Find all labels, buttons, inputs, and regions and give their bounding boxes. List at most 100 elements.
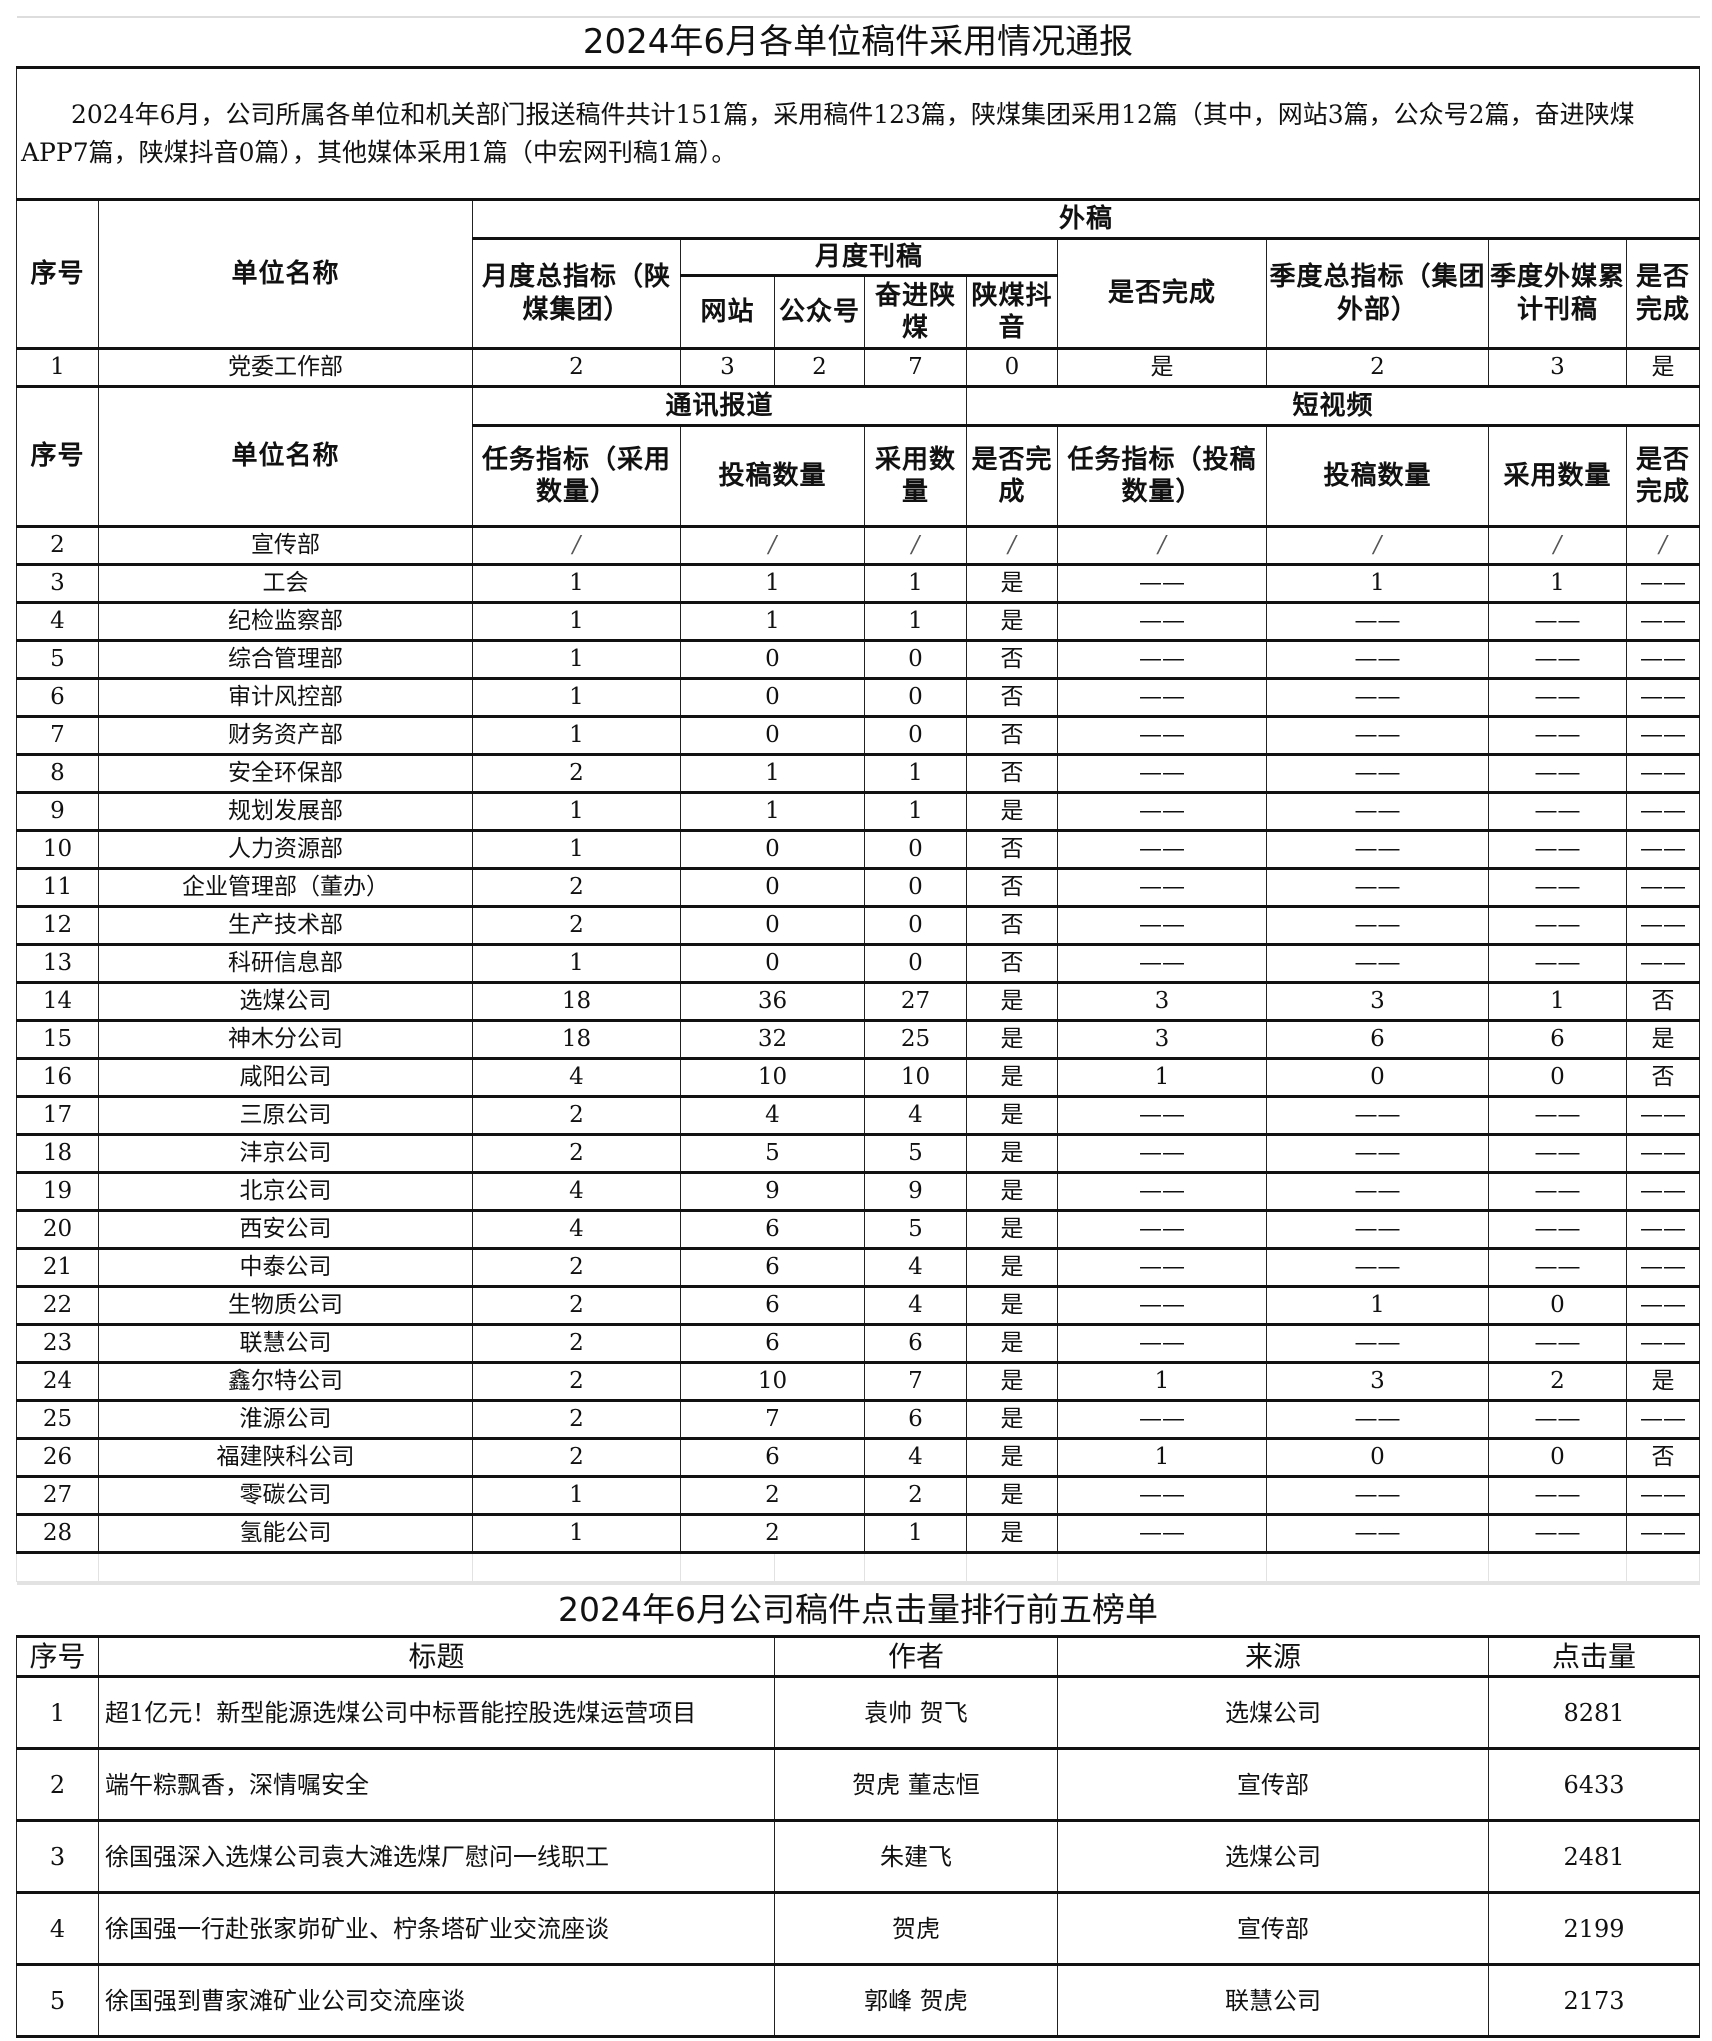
- video-target: ——: [1057, 944, 1267, 984]
- news-used: 0: [864, 906, 967, 946]
- row-no: 20: [16, 1210, 99, 1250]
- news-done: 是: [966, 1096, 1058, 1136]
- header-unit: 单位名称: [98, 386, 473, 528]
- ranking-row: 1 超1亿元！新型能源选煤公司中标晋能控股选煤运营项目 袁帅 贺飞 选煤公司 8281: [16, 1676, 1701, 1750]
- news-used: 4: [864, 1286, 967, 1326]
- news-used: 0: [864, 640, 967, 680]
- video-submit: ——: [1266, 1400, 1489, 1440]
- header-news-done: 是否完成: [966, 425, 1058, 528]
- table-row: 25 淮源公司 2 7 6 是 —— —— —— ——: [16, 1400, 1700, 1440]
- video-done: ——: [1626, 1286, 1700, 1326]
- header-waigao: 外稿: [472, 199, 1700, 240]
- wechat: 2: [774, 348, 865, 388]
- video-submit: ——: [1266, 1210, 1489, 1250]
- video-target: ——: [1057, 1096, 1267, 1136]
- video-submit: ——: [1266, 944, 1489, 984]
- video-submit: 0: [1266, 1058, 1489, 1098]
- row-no: 27: [16, 1476, 99, 1516]
- unit-name: 鑫尔特公司: [98, 1362, 473, 1402]
- news-target: /: [472, 526, 681, 566]
- news-submit: 0: [680, 716, 865, 756]
- video-submit: ——: [1266, 602, 1489, 642]
- ranking-header-row: 序号 标题 作者 来源 点击量: [16, 1636, 1701, 1678]
- news-submit: 1: [680, 754, 865, 794]
- news-submit: 32: [680, 1020, 865, 1060]
- video-target: 3: [1057, 982, 1267, 1022]
- video-submit: ——: [1266, 906, 1489, 946]
- video-done: 是: [1626, 1020, 1700, 1060]
- video-done: ——: [1626, 754, 1700, 794]
- video-submit: ——: [1266, 1096, 1489, 1136]
- video-used: ——: [1488, 1400, 1627, 1440]
- rank-no: 5: [16, 1964, 99, 2038]
- news-submit: 0: [680, 868, 865, 908]
- unit-name: 神木分公司: [98, 1020, 473, 1060]
- row-no: 9: [16, 792, 99, 832]
- news-used: 1: [864, 602, 967, 642]
- table-row: 14 选煤公司 18 36 27 是 3 3 1 否: [16, 982, 1700, 1022]
- video-target: 3: [1057, 1020, 1267, 1060]
- news-submit: 1: [680, 602, 865, 642]
- news-submit: 6: [680, 1210, 865, 1250]
- header-quarter-pub: 季度外媒累计刊稿: [1488, 238, 1627, 350]
- news-done: 是: [966, 1324, 1058, 1364]
- video-used: 0: [1488, 1286, 1627, 1326]
- video-used: ——: [1488, 1476, 1627, 1516]
- video-submit: ——: [1266, 716, 1489, 756]
- news-done: 是: [966, 1210, 1058, 1250]
- news-used: 6: [864, 1400, 967, 1440]
- blank-row: [16, 1552, 1700, 1582]
- video-target: ——: [1057, 906, 1267, 946]
- news-used: 4: [864, 1248, 967, 1288]
- table-row: 27 零碳公司 1 2 2 是 —— —— —— ——: [16, 1476, 1700, 1516]
- video-done: ——: [1626, 868, 1700, 908]
- unit-name: 人力资源部: [98, 830, 473, 870]
- video-done: ——: [1626, 1172, 1700, 1212]
- news-target: 2: [472, 1438, 681, 1478]
- video-submit: 1: [1266, 1286, 1489, 1326]
- header-video: 短视频: [966, 386, 1700, 427]
- news-submit: 7: [680, 1400, 865, 1440]
- video-submit: ——: [1266, 1172, 1489, 1212]
- news-done: 是: [966, 1400, 1058, 1440]
- news-target: 1: [472, 678, 681, 718]
- news-submit: 0: [680, 944, 865, 984]
- video-target: ——: [1057, 792, 1267, 832]
- header-app: 奋进陕煤: [864, 275, 967, 350]
- news-used: 27: [864, 982, 967, 1022]
- video-used: ——: [1488, 1210, 1627, 1250]
- video-used: ——: [1488, 792, 1627, 832]
- video-submit: 0: [1266, 1438, 1489, 1478]
- header-rank-no: 序号: [16, 1636, 99, 1678]
- video-used: ——: [1488, 1134, 1627, 1174]
- video-submit: 6: [1266, 1020, 1489, 1060]
- video-submit: ——: [1266, 678, 1489, 718]
- video-target: ——: [1057, 1400, 1267, 1440]
- video-used: ——: [1488, 678, 1627, 718]
- header-source: 来源: [1057, 1636, 1489, 1678]
- video-done: ——: [1626, 792, 1700, 832]
- news-done: 否: [966, 944, 1058, 984]
- table-row: 26 福建陕科公司 2 6 4 是 1 0 0 否: [16, 1438, 1700, 1478]
- quarter-pub: 3: [1488, 348, 1627, 388]
- row-no: 1: [16, 348, 99, 388]
- article-title: 超1亿元！新型能源选煤公司中标晋能控股选煤运营项目: [98, 1676, 775, 1750]
- news-done: 否: [966, 830, 1058, 870]
- video-done: ——: [1626, 1248, 1700, 1288]
- rank-no: 2: [16, 1748, 99, 1822]
- unit-name: 工会: [98, 564, 473, 604]
- row-no: 5: [16, 640, 99, 680]
- video-done: ——: [1626, 1476, 1700, 1516]
- news-submit: 0: [680, 830, 865, 870]
- table-row: 6 审计风控部 1 0 0 否 —— —— —— ——: [16, 678, 1700, 718]
- news-submit: 2: [680, 1514, 865, 1554]
- header-quarter-target: 季度总指标（集团外部）: [1266, 238, 1489, 350]
- row-no: 15: [16, 1020, 99, 1060]
- video-submit: ——: [1266, 1514, 1489, 1554]
- video-submit: ——: [1266, 1476, 1489, 1516]
- video-target: 1: [1057, 1362, 1267, 1402]
- news-used: 0: [864, 868, 967, 908]
- table-row: 22 生物质公司 2 6 4 是 —— 1 0 ——: [16, 1286, 1700, 1326]
- video-used: ——: [1488, 944, 1627, 984]
- video-target: ——: [1057, 1476, 1267, 1516]
